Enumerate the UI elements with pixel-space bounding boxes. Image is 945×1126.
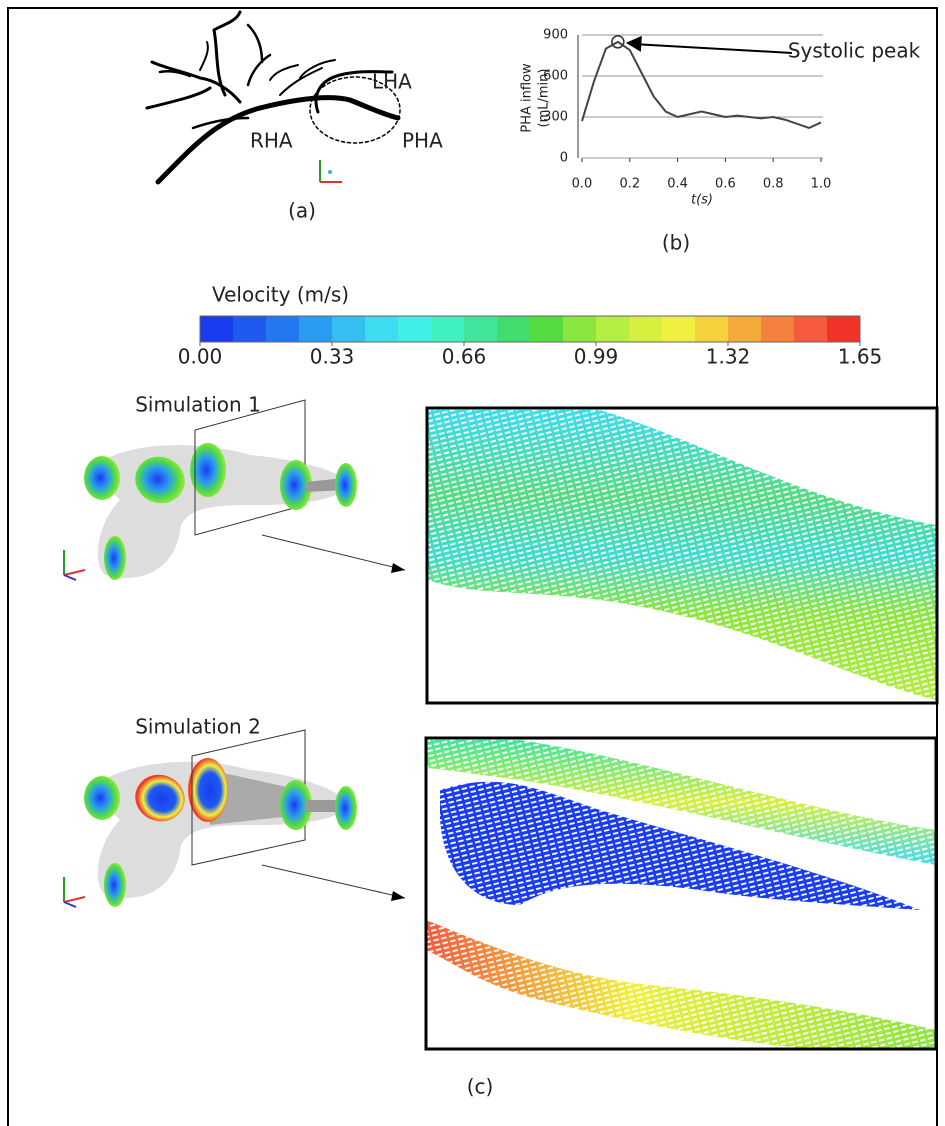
panel-caption: (b) — [662, 231, 690, 255]
colorbar-segment — [431, 316, 465, 342]
vector-field — [427, 408, 937, 703]
x-tick-label: 0.6 — [715, 177, 736, 192]
colorbar-segment — [662, 316, 696, 342]
x-axis-label: t(s) — [691, 193, 713, 208]
colorbar-tick-label: 0.66 — [442, 345, 487, 369]
simulation-label: Simulation 1 — [135, 393, 261, 417]
y-axis-label: PHA inflow — [520, 63, 535, 133]
colorbar-segment — [530, 316, 564, 342]
colorbar-segment — [266, 316, 300, 342]
y-tick-label: 0 — [560, 151, 568, 166]
colorbar-segment — [332, 316, 366, 342]
colorbar-segment — [563, 316, 597, 342]
colorbar-segment — [365, 316, 399, 342]
colorbar-segment — [794, 316, 828, 342]
x-tick-label: 0.8 — [763, 177, 784, 192]
colorbar-segment — [464, 316, 498, 342]
annotation: Systolic peak — [788, 39, 921, 63]
annotation-arrow — [630, 44, 792, 53]
x-tick-label: 0.4 — [667, 177, 688, 192]
colorbar-segment — [200, 316, 234, 342]
colorbar-segment — [233, 316, 267, 342]
colorbar-title: Velocity (m/s) — [212, 283, 349, 307]
colorbar: 0.00 0.33 0.66 0.99 1.32 1.65 — [178, 316, 883, 369]
y-axis-label: (mL/min) — [537, 69, 552, 128]
colorbar-tick-label: 0.00 — [178, 345, 223, 369]
colorbar-segment — [761, 316, 795, 342]
colorbar-tick-label: 0.99 — [574, 345, 619, 369]
x-tick-label: 0.0 — [572, 177, 593, 192]
colorbar-segment — [728, 316, 762, 342]
colorbar-tick-label: 1.32 — [706, 345, 751, 369]
figure: LHA RHA PHA (a) 03006009000.00.20.40.60.… — [0, 0, 945, 1126]
colorbar-segment — [497, 316, 531, 342]
colorbar-segment — [596, 316, 630, 342]
vessel-tree — [147, 12, 400, 182]
axis-triad — [320, 160, 342, 182]
geometry-thumbnail — [64, 730, 405, 907]
x-tick-label: 0.2 — [619, 177, 640, 192]
vessel-label: LHA — [372, 70, 412, 94]
colorbar-segment — [398, 316, 432, 342]
colorbar-segment — [299, 316, 333, 342]
simulation-label: Simulation 2 — [135, 715, 261, 739]
colorbar-tick-label: 1.65 — [838, 345, 883, 369]
y-tick-label: 900 — [543, 28, 568, 43]
colorbar-segment — [695, 316, 729, 342]
geometry-thumbnail — [64, 400, 405, 580]
x-tick-label: 1.0 — [811, 177, 832, 192]
vessel-label: RHA — [250, 129, 293, 153]
inflow-line — [582, 42, 821, 128]
vector-field — [426, 738, 936, 1049]
vessel-label: PHA — [402, 129, 443, 153]
panel-caption: (c) — [467, 1075, 494, 1099]
colorbar-tick-label: 0.33 — [310, 345, 355, 369]
colorbar-segment — [827, 316, 861, 342]
colorbar-segment — [629, 316, 663, 342]
panel-caption: (a) — [288, 199, 316, 223]
